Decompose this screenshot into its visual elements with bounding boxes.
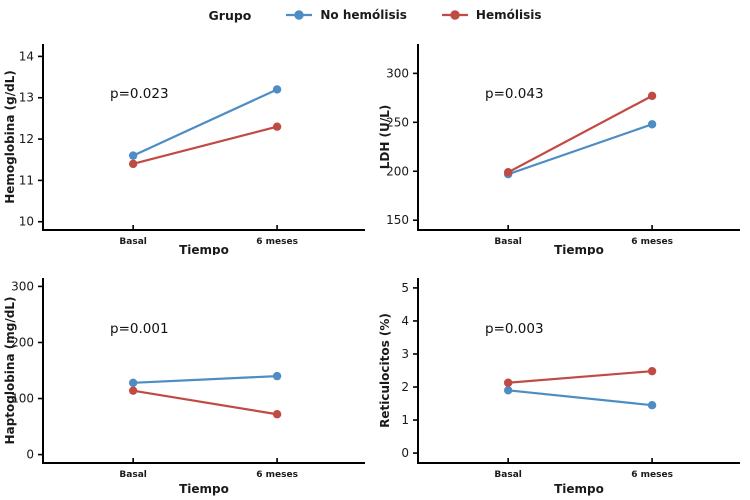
chart-reticulocitos: 0 1 2 3 4 5 Basal 6 meses Tiempo Reticulocitos (%… [375, 255, 750, 500]
y-axis-title: Reticulocitos (%) [378, 313, 392, 428]
x-tick-label: 6 meses [256, 237, 298, 247]
x-axis-title: Tiempo [179, 482, 229, 496]
x-tick-label: Basal [119, 237, 146, 247]
x-tick-label: Basal [494, 237, 521, 247]
y-tick-label: 250 [386, 115, 409, 129]
legend-label-hemolisis: Hemólisis [475, 8, 542, 22]
legend-entry-hemolisis: Hemólisis [441, 8, 542, 22]
y-tick-label: 150 [386, 213, 409, 227]
data-point [647, 91, 657, 101]
x-axis-title: Tiempo [554, 482, 604, 496]
data-point [647, 120, 657, 129]
data-point [272, 122, 282, 131]
series-line [507, 123, 653, 176]
y-axis-title: Haptoglobina (mg/dL) [3, 297, 17, 445]
y-tick-label: 3 [401, 347, 409, 361]
y-axis-title: LDH (U/L) [378, 105, 392, 170]
y-tick-label: 2 [401, 380, 409, 394]
y-axis-title: Hemoglobina (g/dL) [3, 70, 17, 204]
line-dot-marker-blue-icon [286, 10, 313, 20]
series-line [132, 125, 278, 165]
y-tick-label: 14 [19, 49, 34, 63]
chart-canvas: 10 11 12 13 14 Basal 6 meses Tiempo Hemoglobina … [3, 44, 365, 255]
y-tick-label: 4 [401, 314, 409, 328]
y-tick-label: 12 [19, 132, 34, 146]
y-tick-label: 11 [19, 173, 34, 187]
data-point [128, 151, 138, 160]
chart-canvas: 0 100 200 300 Basal 6 meses Tiempo Haptoglobina… [3, 278, 365, 496]
y-tick-label: 300 [386, 66, 409, 80]
y-tick-label: 300 [11, 279, 34, 293]
x-tick-label: 6 meses [631, 237, 673, 247]
legend-label-no-hemolisis: No hemólisis [320, 8, 407, 22]
y-tick-label: 1 [401, 413, 409, 427]
chart-hemoglobina: 10 11 12 13 14 Basal 6 meses Tiempo Hemoglobina … [0, 30, 375, 255]
data-point [503, 168, 513, 177]
y-tick-label: 0 [401, 446, 409, 460]
data-point [128, 378, 138, 388]
y-tick-label: 13 [19, 91, 34, 105]
series-line [132, 389, 278, 416]
p-value-annotation: p=0.001 [110, 321, 169, 337]
y-tick-label: 200 [386, 164, 409, 178]
x-tick-label: Basal [119, 470, 146, 480]
series-line [132, 88, 278, 157]
p-value-annotation: p=0.003 [485, 321, 544, 337]
chart-canvas: 0 1 2 3 4 5 Basal 6 meses Tiempo Reticulocitos (%… [378, 278, 740, 496]
x-tick-label: 6 meses [631, 470, 673, 480]
legend-title: Grupo [208, 7, 252, 23]
y-tick-label: 0 [26, 448, 34, 462]
chart-ldh: 150 200 250 300 Basal 6 meses Tiempo LDH (U/L) p… [375, 30, 750, 255]
data-point [272, 410, 282, 419]
x-tick-label: 6 meses [256, 470, 298, 480]
data-point [647, 400, 657, 410]
data-point [128, 159, 138, 169]
x-tick-label: Basal [494, 470, 521, 480]
chart-canvas: 150 200 250 300 Basal 6 meses Tiempo LDH (U/L) p… [378, 44, 740, 255]
data-point [272, 371, 282, 381]
data-point [272, 85, 282, 94]
data-point [128, 386, 138, 395]
chart-grid: 10 11 12 13 14 Basal 6 meses Tiempo Hemoglobina … [0, 30, 750, 500]
data-point [647, 366, 657, 376]
legend-entry-no-hemolisis: No hemólisis [285, 8, 407, 22]
y-tick-label: 5 [401, 281, 409, 295]
y-tick-label: 10 [19, 215, 34, 229]
y-tick-label: 100 [11, 392, 34, 406]
series-line [508, 389, 653, 407]
line-dot-marker-red-icon [441, 10, 468, 20]
chart-haptoglobina: 0 100 200 300 Basal 6 meses Tiempo Haptoglobina… [0, 255, 375, 500]
legend: Grupo No hemólisis Hemólisis [0, 0, 750, 30]
p-value-annotation: p=0.043 [485, 86, 544, 102]
y-tick-label: 200 [11, 335, 34, 349]
data-point [503, 386, 513, 395]
series-line [133, 375, 278, 384]
series-line [508, 370, 653, 384]
series-line [507, 94, 653, 174]
p-value-annotation: p=0.023 [110, 86, 169, 102]
x-axis-title: Tiempo [179, 243, 229, 255]
x-axis-title: Tiempo [554, 243, 604, 255]
data-point [503, 378, 513, 387]
